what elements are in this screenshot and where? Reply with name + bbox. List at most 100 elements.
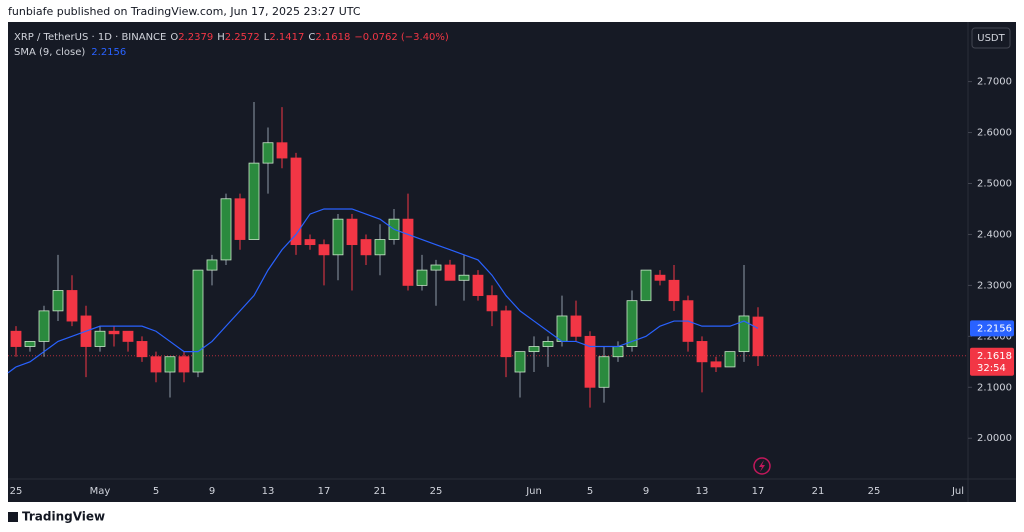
candle-body [66, 290, 78, 322]
candle-body [262, 142, 274, 164]
sma-value: 2.2156 [91, 47, 126, 58]
x-tick-label: May [90, 486, 111, 497]
candle-body [570, 315, 582, 337]
candle-body [304, 239, 316, 246]
candle-body [640, 269, 652, 302]
candle-body [584, 335, 596, 388]
x-tick-label: 9 [209, 486, 215, 497]
candle-body [360, 239, 372, 256]
candle-body [528, 346, 540, 353]
candle-body [52, 290, 64, 312]
candle-body [612, 346, 624, 358]
x-tick-label: Jul [951, 486, 964, 497]
candle-body [332, 218, 344, 256]
candle-body [416, 269, 428, 286]
x-tick-label: 17 [318, 486, 331, 497]
candle-body [94, 330, 106, 347]
x-tick-label: 13 [262, 486, 275, 497]
candle-body [108, 330, 120, 335]
ohlc-letter: H [217, 32, 225, 43]
candle-body [24, 341, 36, 347]
candle-body [220, 198, 232, 261]
ohlc-value: 2.1618 [315, 32, 350, 43]
brand-name: TradingView [22, 510, 105, 524]
candle-body [38, 310, 50, 342]
candle-body [164, 356, 176, 373]
candle-body [486, 295, 498, 312]
candle-body [136, 341, 148, 358]
candle-body [346, 218, 358, 246]
candle-body [122, 330, 134, 342]
ohlc-value: 2.2379 [178, 32, 213, 43]
candle-body [458, 274, 470, 281]
chart-background [8, 22, 1016, 502]
legend-line: SMA (9, close) 2.2156 [14, 47, 126, 58]
published-note: funbiafe published on TradingView.com, J… [8, 5, 361, 18]
sma-line-lead [7, 366, 17, 374]
candle-body [472, 274, 484, 296]
candle-body [150, 356, 162, 373]
legend-line: XRP / TetherUS · 1D · BINANCE O2.2379 H2.2… [14, 32, 449, 43]
change-value: −0.0762 (−3.40%) [354, 32, 449, 43]
candle-body [514, 351, 526, 373]
candle-body [738, 315, 750, 353]
candle-body [710, 361, 722, 368]
x-tick-label: 13 [696, 486, 709, 497]
x-tick-label: 5 [587, 486, 593, 497]
candle-body [178, 356, 190, 373]
y-tick-label: 2.1000 [977, 382, 1012, 393]
y-tick-label: 2.0000 [977, 433, 1012, 444]
candle-body [290, 157, 302, 246]
currency-label: USDT [977, 33, 1005, 44]
x-tick-label: Jun [525, 486, 542, 497]
x-tick-label: 9 [643, 486, 649, 497]
ohlc-letter: L [264, 32, 270, 43]
candle-body [276, 142, 288, 159]
symbol-name: XRP / TetherUS · 1D · BINANCE [14, 32, 166, 43]
candle-body [430, 264, 442, 271]
sma-name: SMA (9, close) [14, 47, 85, 58]
currency-button[interactable] [971, 27, 1011, 49]
ohlc-letter: O [170, 32, 178, 43]
sma-price-tag [970, 320, 1014, 337]
candle-body [556, 315, 568, 342]
candle-body [248, 162, 260, 240]
candle-body [318, 244, 330, 256]
candle-body [10, 330, 22, 347]
y-tick-label: 2.3000 [977, 280, 1012, 291]
y-tick-label: 2.5000 [977, 178, 1012, 189]
ohlc-value: 2.1417 [269, 32, 304, 43]
candle-body [444, 264, 456, 281]
candle-body [192, 269, 204, 373]
candle-body [626, 300, 638, 347]
brand-logo [8, 512, 18, 522]
sma-price-label: 2.2156 [977, 323, 1012, 334]
y-tick-label: 2.6000 [977, 128, 1012, 139]
candle-body [654, 274, 666, 281]
x-tick-label: 25 [868, 486, 881, 497]
ohlc-value: 2.2572 [225, 32, 260, 43]
ohlc-letter: C [308, 32, 315, 43]
x-tick-label: 21 [374, 486, 387, 497]
close-price-tag [970, 347, 1014, 376]
close-price-label: 2.1618 [977, 351, 1012, 362]
candle-body [206, 259, 218, 271]
candle-body [234, 198, 246, 240]
x-tick-label: 5 [153, 486, 159, 497]
candle-body [724, 351, 736, 368]
candle-body [374, 239, 386, 256]
candle-body [696, 341, 708, 363]
candle-body [668, 279, 680, 302]
countdown-label: 32:54 [977, 363, 1006, 374]
bolt-icon [753, 457, 771, 475]
y-tick-label: 2.7000 [977, 77, 1012, 88]
candle-body [542, 341, 554, 347]
candle-body [752, 316, 764, 357]
x-tick-label: 25 [10, 486, 23, 497]
y-tick-label: 2.4000 [977, 229, 1012, 240]
x-tick-label: 21 [812, 486, 825, 497]
y-tick-label: 2.2000 [977, 331, 1012, 342]
x-tick-label: 25 [430, 486, 443, 497]
